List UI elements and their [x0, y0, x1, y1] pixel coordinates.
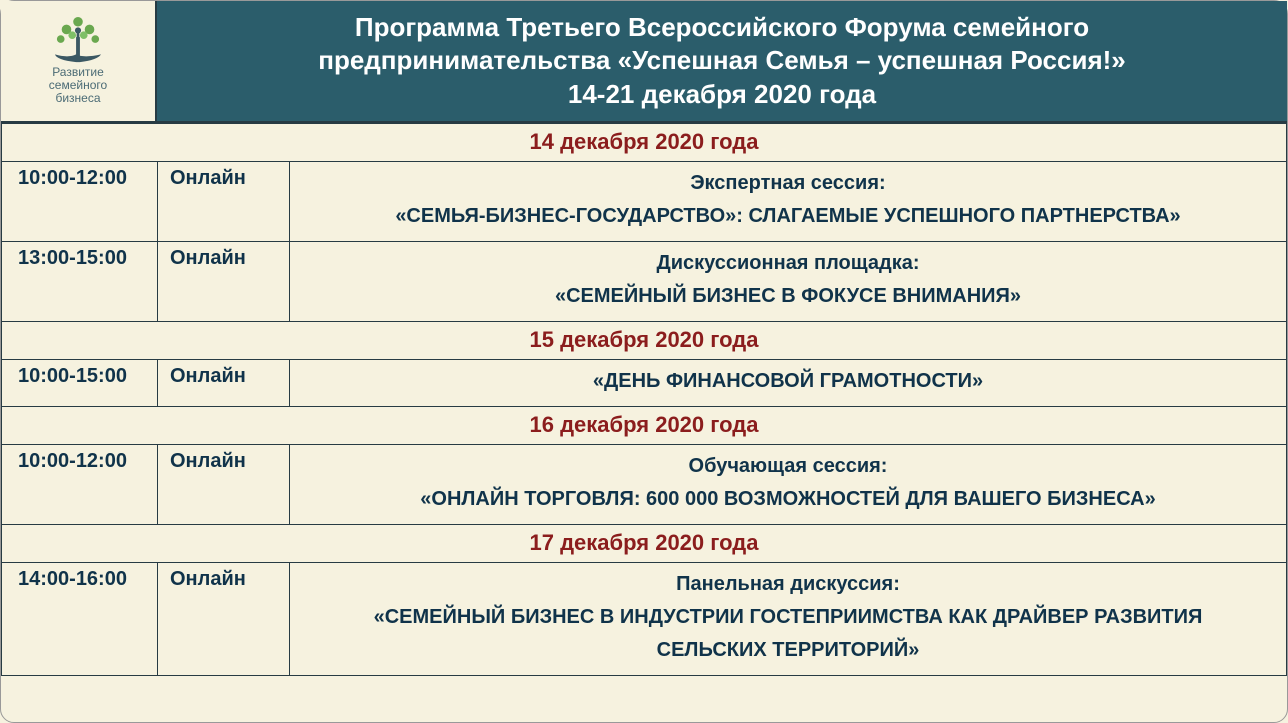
title-line: 14-21 декабря 2020 года: [568, 78, 876, 111]
mode-cell: Онлайн: [158, 241, 290, 321]
mode-cell: Онлайн: [158, 444, 290, 524]
description-cell: Дискуссионная площадка:«СЕМЕЙНЫЙ БИЗНЕС …: [290, 241, 1287, 321]
mode-cell: Онлайн: [158, 161, 290, 241]
time-cell: 10:00-12:00: [2, 444, 158, 524]
schedule-table: 14 декабря 2020 года10:00-12:00ОнлайнЭкс…: [1, 123, 1287, 676]
description-line: Экспертная сессия:: [298, 167, 1278, 200]
session-row: 13:00-15:00ОнлайнДискуссионная площадка:…: [2, 241, 1287, 321]
logo-caption-line: Развитие: [52, 65, 104, 79]
session-row: 10:00-12:00ОнлайнОбучающая сессия:«ОНЛАЙ…: [2, 444, 1287, 524]
description-line: «СЕМЕЙНЫЙ БИЗНЕС В ИНДУСТРИИ ГОСТЕПРИИМС…: [298, 601, 1278, 634]
logo-box: Развитие семейного бизнеса: [1, 1, 157, 121]
logo-caption: Развитие семейного бизнеса: [49, 66, 107, 106]
description-line: Панельная дискуссия:: [298, 568, 1278, 601]
session-row: 10:00-15:00Онлайн«ДЕНЬ ФИНАНСОВОЙ ГРАМОТ…: [2, 359, 1287, 406]
logo-caption-line: бизнеса: [55, 91, 100, 105]
date-row: 15 декабря 2020 года: [2, 321, 1287, 359]
time-cell: 14:00-16:00: [2, 562, 158, 675]
header: Развитие семейного бизнеса Программа Тре…: [1, 1, 1287, 123]
title-area: Программа Третьего Всероссийского Форума…: [157, 1, 1287, 121]
description-cell: Панельная дискуссия:«СЕМЕЙНЫЙ БИЗНЕС В И…: [290, 562, 1287, 675]
date-cell: 15 декабря 2020 года: [2, 321, 1287, 359]
date-cell: 16 декабря 2020 года: [2, 406, 1287, 444]
description-line: «СЕМЕЙНЫЙ БИЗНЕС В ФОКУСЕ ВНИМАНИЯ»: [298, 280, 1278, 313]
description-cell: «ДЕНЬ ФИНАНСОВОЙ ГРАМОТНОСТИ»: [290, 359, 1287, 406]
date-cell: 17 декабря 2020 года: [2, 524, 1287, 562]
description-cell: Обучающая сессия:«ОНЛАЙН ТОРГОВЛЯ: 600 0…: [290, 444, 1287, 524]
description-line: СЕЛЬСКИХ ТЕРРИТОРИЙ»: [298, 634, 1278, 667]
title-line: Программа Третьего Всероссийского Форума…: [355, 11, 1089, 44]
description-line: «ДЕНЬ ФИНАНСОВОЙ ГРАМОТНОСТИ»: [298, 365, 1278, 398]
date-row: 16 декабря 2020 года: [2, 406, 1287, 444]
time-cell: 13:00-15:00: [2, 241, 158, 321]
mode-cell: Онлайн: [158, 562, 290, 675]
date-cell: 14 декабря 2020 года: [2, 123, 1287, 161]
time-cell: 10:00-15:00: [2, 359, 158, 406]
title-line: предпринимательства «Успешная Семья – ус…: [318, 44, 1126, 77]
time-cell: 10:00-12:00: [2, 161, 158, 241]
date-row: 17 декабря 2020 года: [2, 524, 1287, 562]
description-cell: Экспертная сессия:«СЕМЬЯ-БИЗНЕС-ГОСУДАРС…: [290, 161, 1287, 241]
tree-logo-icon: [49, 16, 107, 64]
description-line: Дискуссионная площадка:: [298, 247, 1278, 280]
description-line: «ОНЛАЙН ТОРГОВЛЯ: 600 000 ВОЗМОЖНОСТЕЙ Д…: [298, 483, 1278, 516]
description-line: Обучающая сессия:: [298, 450, 1278, 483]
session-row: 14:00-16:00ОнлайнПанельная дискуссия:«СЕ…: [2, 562, 1287, 675]
logo-caption-line: семейного: [49, 78, 107, 92]
date-row: 14 декабря 2020 года: [2, 123, 1287, 161]
description-line: «СЕМЬЯ-БИЗНЕС-ГОСУДАРСТВО»: СЛАГАЕМЫЕ УС…: [298, 200, 1278, 233]
mode-cell: Онлайн: [158, 359, 290, 406]
session-row: 10:00-12:00ОнлайнЭкспертная сессия:«СЕМЬ…: [2, 161, 1287, 241]
